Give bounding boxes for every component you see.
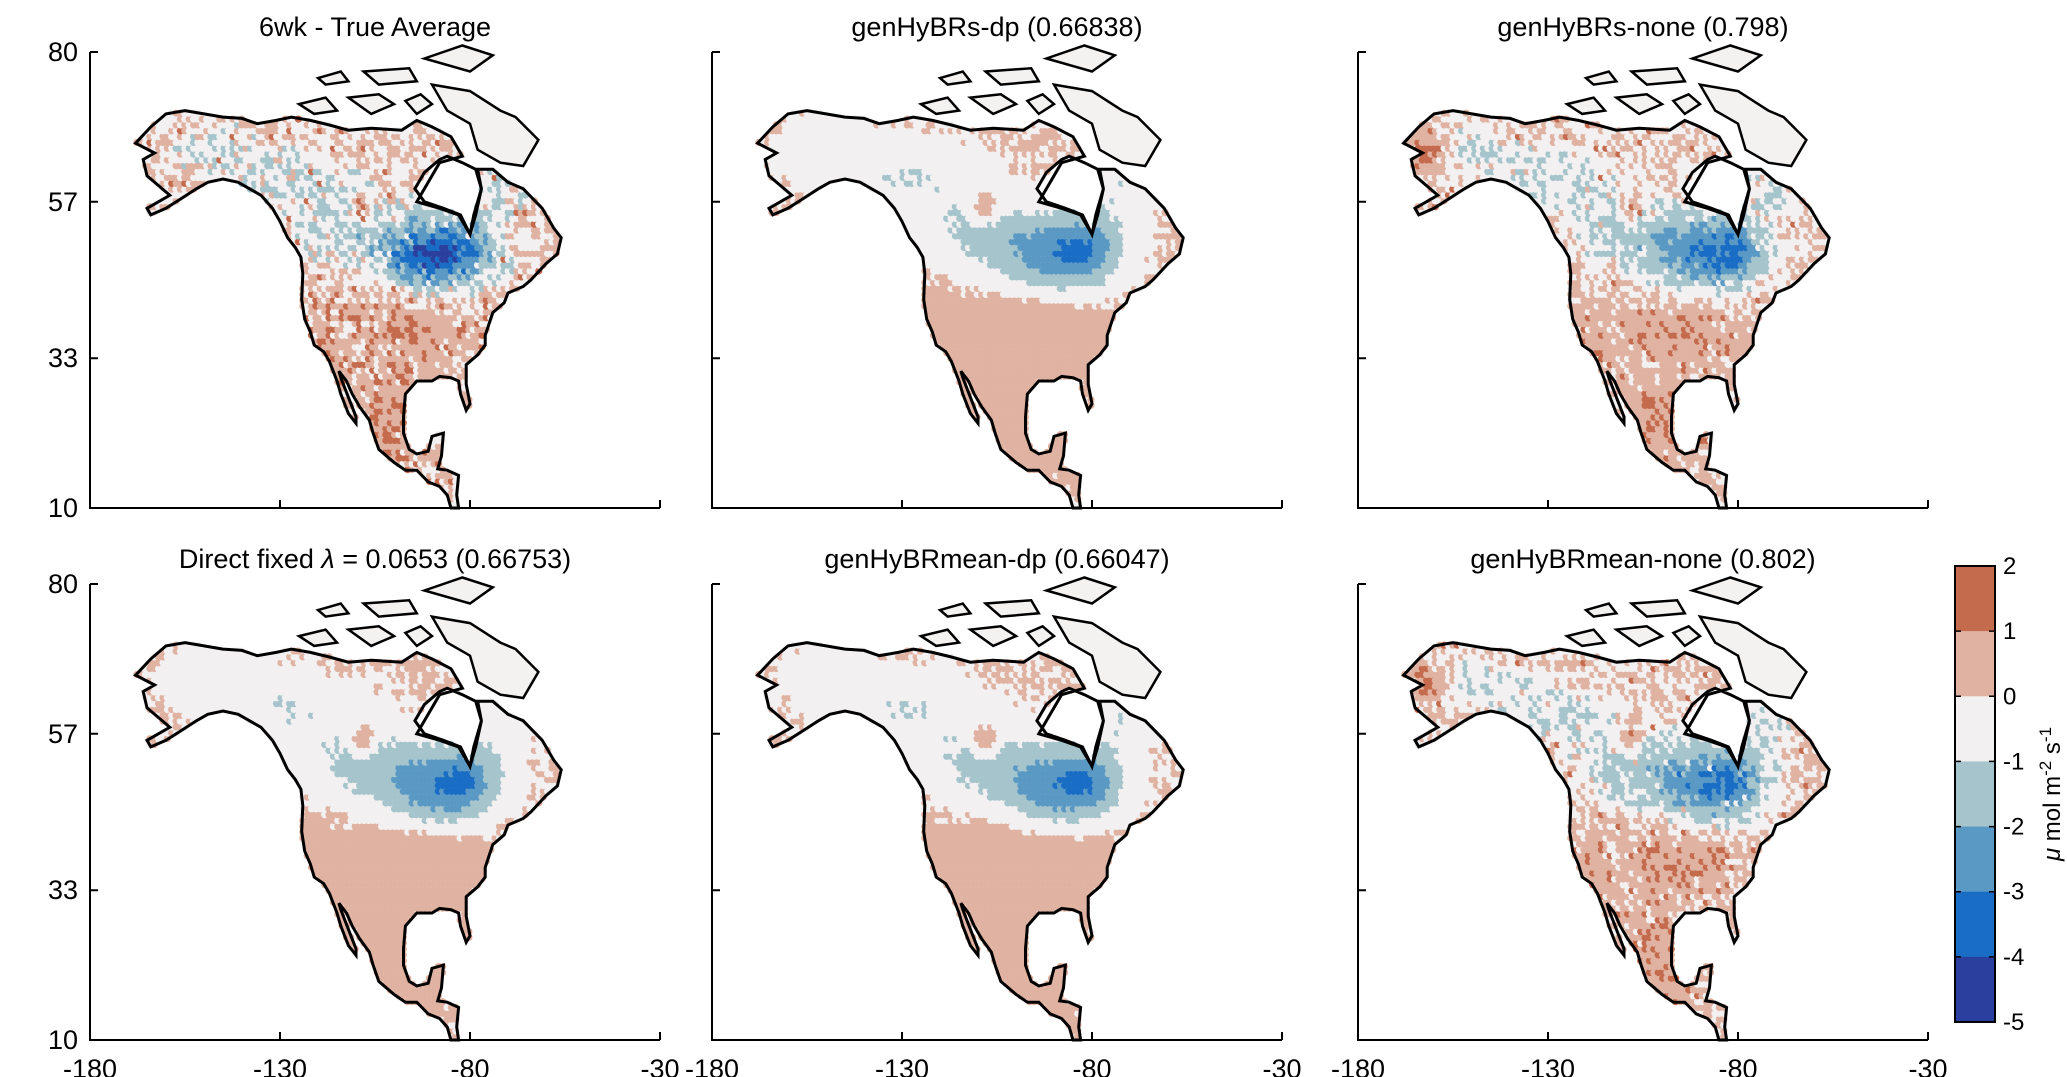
flux-field — [133, 109, 560, 508]
flux-cell — [434, 448, 442, 456]
y-tick-label: 33 — [48, 343, 78, 373]
arctic-islands — [295, 44, 540, 168]
axes — [89, 51, 661, 509]
island-outline — [295, 96, 340, 116]
flux-cell — [1056, 448, 1064, 456]
flux-cell — [1056, 442, 1064, 450]
y-tick-label: 57 — [48, 187, 78, 217]
map-panel-genhybrs-dp: genHyBRs-dp (0.66838) — [711, 12, 1283, 510]
island-outline — [429, 82, 540, 168]
coastline — [133, 109, 563, 510]
island-outline — [420, 44, 496, 73]
flux-cell — [1174, 238, 1182, 246]
island-outline — [345, 93, 397, 116]
flux-cell — [1030, 185, 1038, 193]
flux-cell — [552, 238, 560, 246]
island-outline — [360, 66, 419, 86]
island-outline — [315, 70, 351, 86]
flux-cell — [434, 442, 442, 450]
y-axis-ticks: 80 57 33 10 — [48, 37, 78, 523]
panel-title: 6wk - True Average — [259, 12, 491, 42]
y-tick-label: 80 — [48, 37, 78, 67]
island-outline — [403, 92, 435, 116]
y-tick-label: 10 — [48, 493, 78, 523]
map-panel-true-average: 6wk - True Average 80 57 33 10 — [48, 12, 661, 523]
flux-cell — [408, 185, 416, 193]
